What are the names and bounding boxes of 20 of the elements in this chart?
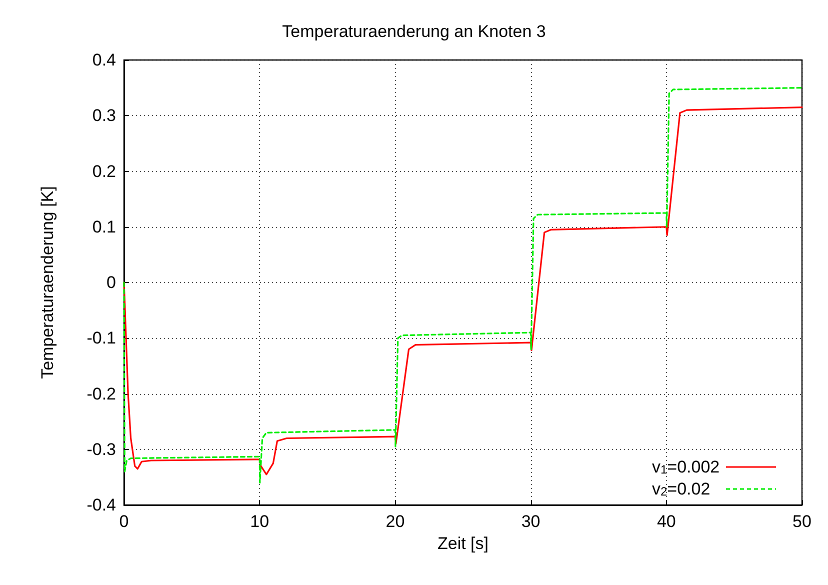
y-tick-label: 0.1 — [92, 217, 116, 236]
y-tick-label: -0.1 — [86, 328, 116, 348]
x-tick-label: 0 — [119, 512, 129, 531]
y-tick-label: -0.2 — [86, 384, 116, 404]
x-tick-label: 30 — [521, 512, 540, 531]
x-tick-label: 40 — [656, 512, 676, 531]
chart-title: Temperaturaenderung an Knoten 3 — [282, 22, 546, 41]
y-tick-label: 0.4 — [92, 50, 116, 70]
y-tick-label: 0.3 — [92, 106, 116, 126]
legend-label: v2=0.02 — [652, 480, 710, 498]
x-tick-label: 50 — [792, 512, 812, 531]
y-tick-label: 0.2 — [92, 162, 116, 181]
y-axis-title: Temperaturaenderung [K] — [38, 186, 57, 379]
legend-label: v1=0.002 — [652, 458, 720, 476]
x-tick-label: 20 — [386, 512, 405, 531]
y-tick-label: 0 — [106, 273, 116, 292]
x-axis-title: Zeit [s] — [437, 534, 489, 553]
x-tick-label: 10 — [250, 512, 270, 531]
y-tick-label: -0.4 — [86, 496, 116, 514]
y-tick-label: -0.3 — [86, 440, 116, 459]
